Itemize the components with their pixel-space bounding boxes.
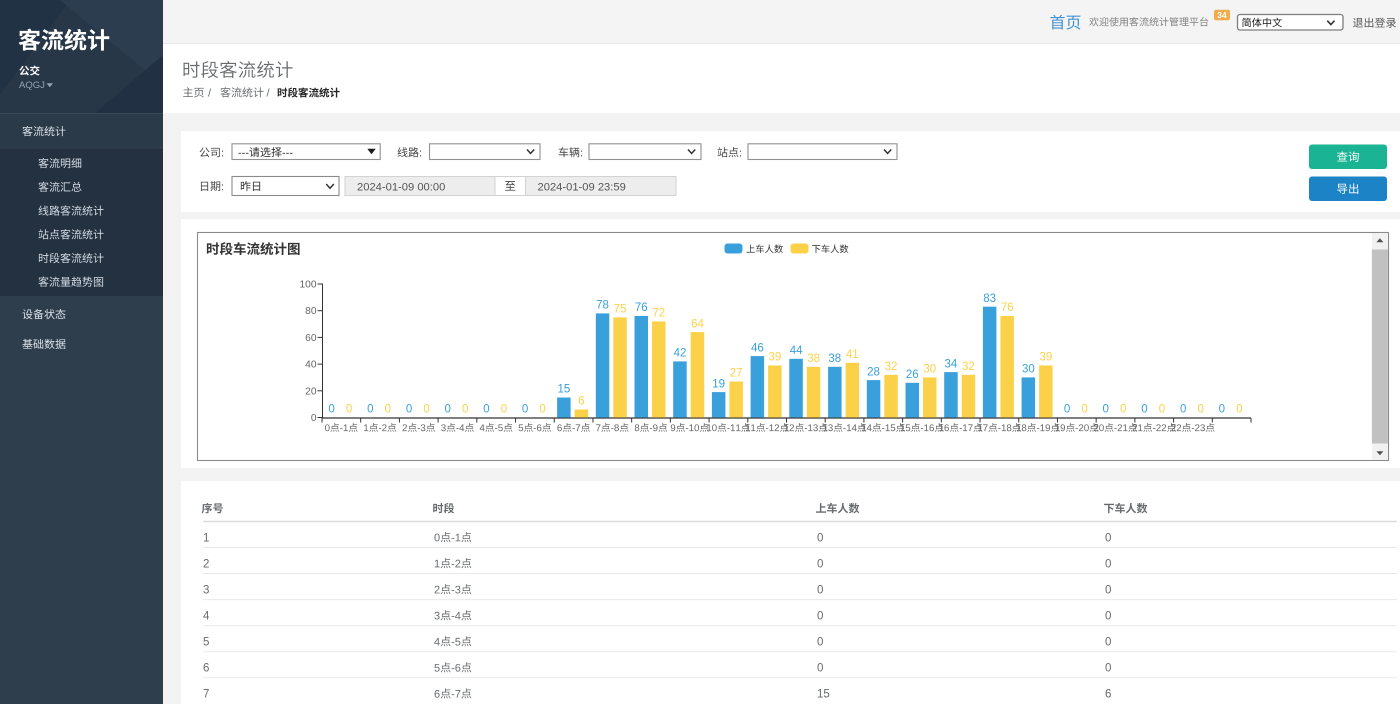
svg-text:0: 0	[1103, 404, 1109, 416]
svg-text:0: 0	[385, 404, 391, 416]
svg-text:5: 5	[203, 637, 209, 649]
svg-text:7: 7	[203, 689, 209, 701]
svg-text:39: 39	[1039, 352, 1052, 364]
svg-text:0: 0	[1081, 404, 1087, 416]
svg-text:0: 0	[328, 404, 334, 416]
svg-text:44: 44	[790, 345, 803, 357]
svg-text:0: 0	[817, 610, 823, 622]
svg-text:0: 0	[445, 404, 451, 416]
svg-text:76: 76	[635, 302, 648, 314]
svg-text:30: 30	[1022, 364, 1035, 376]
svg-text:32: 32	[885, 361, 898, 373]
svg-text:78: 78	[596, 300, 609, 312]
svg-text:27: 27	[730, 368, 743, 380]
svg-text:0: 0	[817, 532, 823, 544]
svg-text:32: 32	[962, 361, 975, 373]
svg-text:83: 83	[983, 293, 996, 305]
svg-text:0: 0	[367, 404, 373, 416]
svg-text:0: 0	[817, 663, 823, 675]
svg-text:2024-01-09 23:59: 2024-01-09 23:59	[538, 182, 626, 194]
svg-text:28: 28	[867, 366, 880, 378]
svg-text:38: 38	[807, 353, 820, 365]
svg-text:0: 0	[1236, 404, 1242, 416]
svg-text:0: 0	[522, 404, 528, 416]
svg-text:15: 15	[817, 689, 830, 701]
svg-text:72: 72	[652, 308, 665, 320]
svg-text:0: 0	[1105, 610, 1111, 622]
svg-text:80: 80	[305, 306, 317, 317]
svg-text:100: 100	[300, 280, 317, 291]
svg-text:0: 0	[1141, 404, 1147, 416]
svg-text:34: 34	[945, 358, 958, 370]
svg-text:/: /	[208, 88, 212, 100]
svg-text:0: 0	[462, 404, 468, 416]
svg-text:0: 0	[346, 404, 352, 416]
svg-text:30: 30	[923, 364, 936, 376]
svg-text:76: 76	[1001, 302, 1014, 314]
svg-text:38: 38	[828, 353, 841, 365]
svg-text:0: 0	[1105, 532, 1111, 544]
svg-text:34: 34	[1217, 10, 1227, 20]
svg-text:/: /	[267, 88, 271, 100]
svg-text:64: 64	[691, 318, 704, 330]
svg-text:60: 60	[305, 333, 317, 344]
svg-text:0: 0	[817, 558, 823, 570]
svg-text:0: 0	[1064, 404, 1070, 416]
svg-text:0: 0	[1105, 663, 1111, 675]
svg-text:0: 0	[1180, 404, 1186, 416]
svg-text:0: 0	[1105, 558, 1111, 570]
svg-text:0: 0	[1197, 404, 1203, 416]
svg-text:6: 6	[203, 663, 209, 675]
svg-text:0: 0	[539, 404, 545, 416]
svg-text:0: 0	[423, 404, 429, 416]
svg-text:0: 0	[406, 404, 412, 416]
svg-text:0: 0	[483, 404, 489, 416]
svg-text:0: 0	[817, 584, 823, 596]
svg-text:39: 39	[768, 352, 781, 364]
svg-text:2024-01-09 00:00: 2024-01-09 00:00	[357, 182, 445, 194]
svg-text:41: 41	[846, 349, 859, 361]
svg-text:19: 19	[712, 378, 725, 390]
svg-text:20: 20	[305, 386, 317, 397]
svg-text:15: 15	[557, 384, 570, 396]
svg-text:0: 0	[1219, 404, 1225, 416]
svg-text:42: 42	[674, 348, 687, 360]
svg-text:46: 46	[751, 342, 764, 354]
svg-text:0: 0	[311, 413, 317, 424]
svg-text:AQGJ: AQGJ	[19, 80, 45, 91]
svg-text:0: 0	[1120, 404, 1126, 416]
svg-text:1: 1	[203, 532, 209, 544]
svg-text:26: 26	[906, 369, 919, 381]
svg-text:75: 75	[614, 304, 627, 316]
svg-text:3: 3	[203, 584, 209, 596]
svg-text:4: 4	[203, 610, 210, 622]
svg-text:0: 0	[817, 637, 823, 649]
svg-text:0: 0	[1105, 637, 1111, 649]
svg-text:6: 6	[578, 396, 584, 408]
svg-text:0: 0	[1159, 404, 1165, 416]
svg-text:40: 40	[305, 360, 317, 371]
svg-text:0: 0	[1105, 584, 1111, 596]
svg-text:6: 6	[1105, 689, 1111, 701]
svg-text:2: 2	[203, 558, 209, 570]
svg-text:0: 0	[501, 404, 507, 416]
